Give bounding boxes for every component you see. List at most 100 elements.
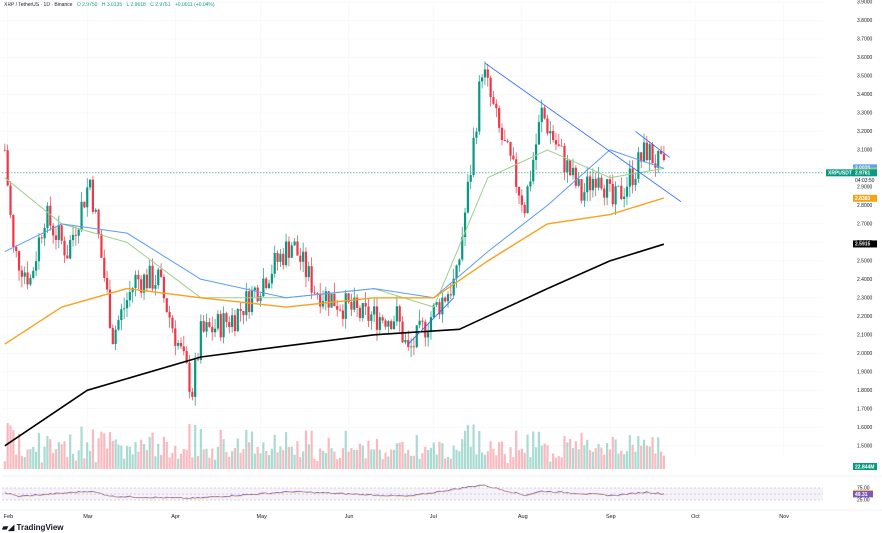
price-axis[interactable]: 3.9000 3.8000 3.7000 3.6000 3.5000 3.4000 3.30… <box>857 0 873 449</box>
volume-bar <box>503 454 506 469</box>
volume-bar <box>177 458 180 469</box>
volume-bar <box>591 451 594 469</box>
volume-bar <box>577 449 580 469</box>
price-tick-label: 3.1000 <box>857 148 873 154</box>
candle-body <box>270 273 273 284</box>
candle-body <box>552 131 555 141</box>
volume-bar <box>631 444 634 469</box>
candle-body <box>333 293 336 307</box>
volume-bar <box>659 451 663 469</box>
price-tick-label: 2.4000 <box>857 277 873 283</box>
candle-body <box>43 228 46 239</box>
time-tick-label: Jun <box>345 514 354 520</box>
volume-bar <box>34 451 38 469</box>
candle-body <box>554 140 558 145</box>
candle-body <box>637 152 640 179</box>
volume-bar <box>512 457 515 469</box>
candle-body <box>310 266 313 293</box>
candle-body <box>657 151 660 168</box>
candle-body <box>88 179 92 188</box>
volume-bar <box>407 449 410 469</box>
volume-bar <box>398 442 401 469</box>
volume-bar <box>549 461 552 469</box>
candle-body <box>174 328 177 346</box>
candle-body <box>435 302 438 305</box>
trendline <box>407 297 454 345</box>
volume-bar <box>628 435 631 469</box>
time-tick-label: Sep <box>606 514 616 520</box>
candle-body <box>77 229 80 236</box>
volume-bar <box>435 454 438 469</box>
candle-body <box>276 252 279 262</box>
volume-bar <box>123 458 126 469</box>
volume-bar <box>583 445 586 469</box>
volume-bar <box>40 462 43 469</box>
candle-body <box>316 293 319 294</box>
volume-bar <box>208 457 211 469</box>
candles-layer <box>3 61 666 406</box>
candle-body <box>628 168 631 187</box>
candle-body <box>364 303 367 307</box>
symbol-label[interactable]: XRP / TetherUS · 1D · Binance <box>4 2 73 8</box>
candle-body <box>293 241 296 246</box>
candle-body <box>640 152 643 162</box>
candle-body <box>390 321 393 330</box>
candle-body <box>546 118 549 134</box>
volume-bar <box>245 429 248 469</box>
candle-body <box>54 235 58 240</box>
volume-bar <box>88 450 92 469</box>
tradingview-logo-icon: ▰◢ <box>2 523 15 532</box>
price-badge <box>853 194 877 202</box>
candle-body <box>250 290 254 313</box>
candle-body <box>498 108 501 128</box>
low-value: L 2.9618 <box>126 2 146 8</box>
candle-body <box>540 107 543 123</box>
volume-bar <box>46 436 49 469</box>
candle-body <box>341 310 344 319</box>
candle-body <box>370 314 373 321</box>
candle-body <box>324 291 327 302</box>
volume-bar <box>523 452 526 469</box>
volume-bar <box>9 425 12 469</box>
candle-body <box>302 251 305 262</box>
candle-body <box>71 234 75 241</box>
volume-bar <box>296 441 299 469</box>
volume-bar <box>37 432 41 469</box>
volume-bar <box>662 455 666 469</box>
candle-body <box>91 179 95 212</box>
candle-body <box>557 144 560 146</box>
volume-bar <box>375 439 379 469</box>
symbol-badge-label: XRPUSDT <box>828 171 852 177</box>
volume-bar <box>657 437 660 469</box>
candle-body <box>94 209 97 212</box>
volume-bar <box>552 453 555 469</box>
candle-body <box>634 178 637 186</box>
candle-body <box>222 313 225 338</box>
candle-body <box>154 285 157 289</box>
volume-bar <box>361 445 364 469</box>
time-axis[interactable]: Feb Mar Apr May Jun Jul Aug Sep Oct Nov <box>0 509 882 520</box>
volume-bar <box>17 433 21 469</box>
volume-bar <box>623 454 626 469</box>
price-tick-label: 2.1000 <box>857 333 873 339</box>
volume-bar <box>74 460 77 469</box>
candle-body <box>415 325 418 348</box>
candle-body <box>347 293 350 303</box>
candle-body <box>409 346 413 348</box>
price-tick-label: 3.8000 <box>857 18 873 24</box>
candle-body <box>140 279 143 293</box>
candle-body <box>137 274 140 280</box>
volume-bar <box>86 442 89 469</box>
volume-bar <box>395 443 398 469</box>
volume-bar <box>648 446 651 469</box>
candle-body <box>569 160 572 176</box>
candle-body <box>52 225 55 236</box>
time-tick-label: Aug <box>518 514 528 520</box>
volume-bar <box>267 455 271 469</box>
volume-bar <box>211 448 214 469</box>
rsi-tick-label: 75.00 <box>857 486 870 492</box>
candle-body <box>262 278 265 297</box>
volume-bar <box>378 449 381 469</box>
